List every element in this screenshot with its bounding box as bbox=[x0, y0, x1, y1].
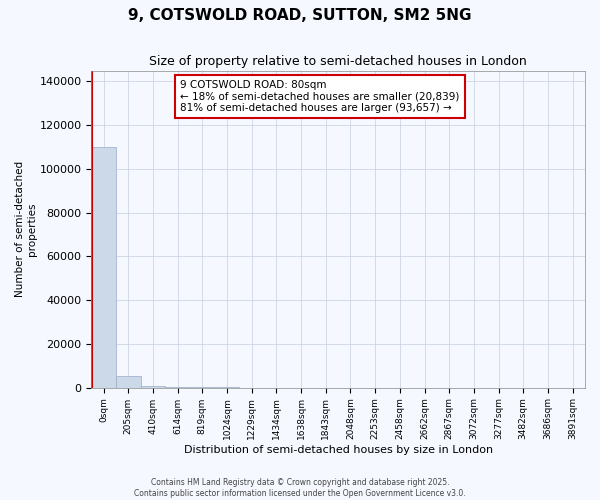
Text: 9, COTSWOLD ROAD, SUTTON, SM2 5NG: 9, COTSWOLD ROAD, SUTTON, SM2 5NG bbox=[128, 8, 472, 22]
Title: Size of property relative to semi-detached houses in London: Size of property relative to semi-detach… bbox=[149, 55, 527, 68]
Text: 9 COTSWOLD ROAD: 80sqm
← 18% of semi-detached houses are smaller (20,839)
81% of: 9 COTSWOLD ROAD: 80sqm ← 18% of semi-det… bbox=[180, 80, 460, 114]
Bar bbox=[165, 387, 190, 388]
X-axis label: Distribution of semi-detached houses by size in London: Distribution of semi-detached houses by … bbox=[184, 445, 493, 455]
Text: Contains HM Land Registry data © Crown copyright and database right 2025.
Contai: Contains HM Land Registry data © Crown c… bbox=[134, 478, 466, 498]
Bar bbox=[116, 376, 140, 388]
Y-axis label: Number of semi-detached
properties: Number of semi-detached properties bbox=[15, 161, 37, 297]
Bar bbox=[91, 147, 116, 388]
Bar bbox=[140, 386, 165, 388]
